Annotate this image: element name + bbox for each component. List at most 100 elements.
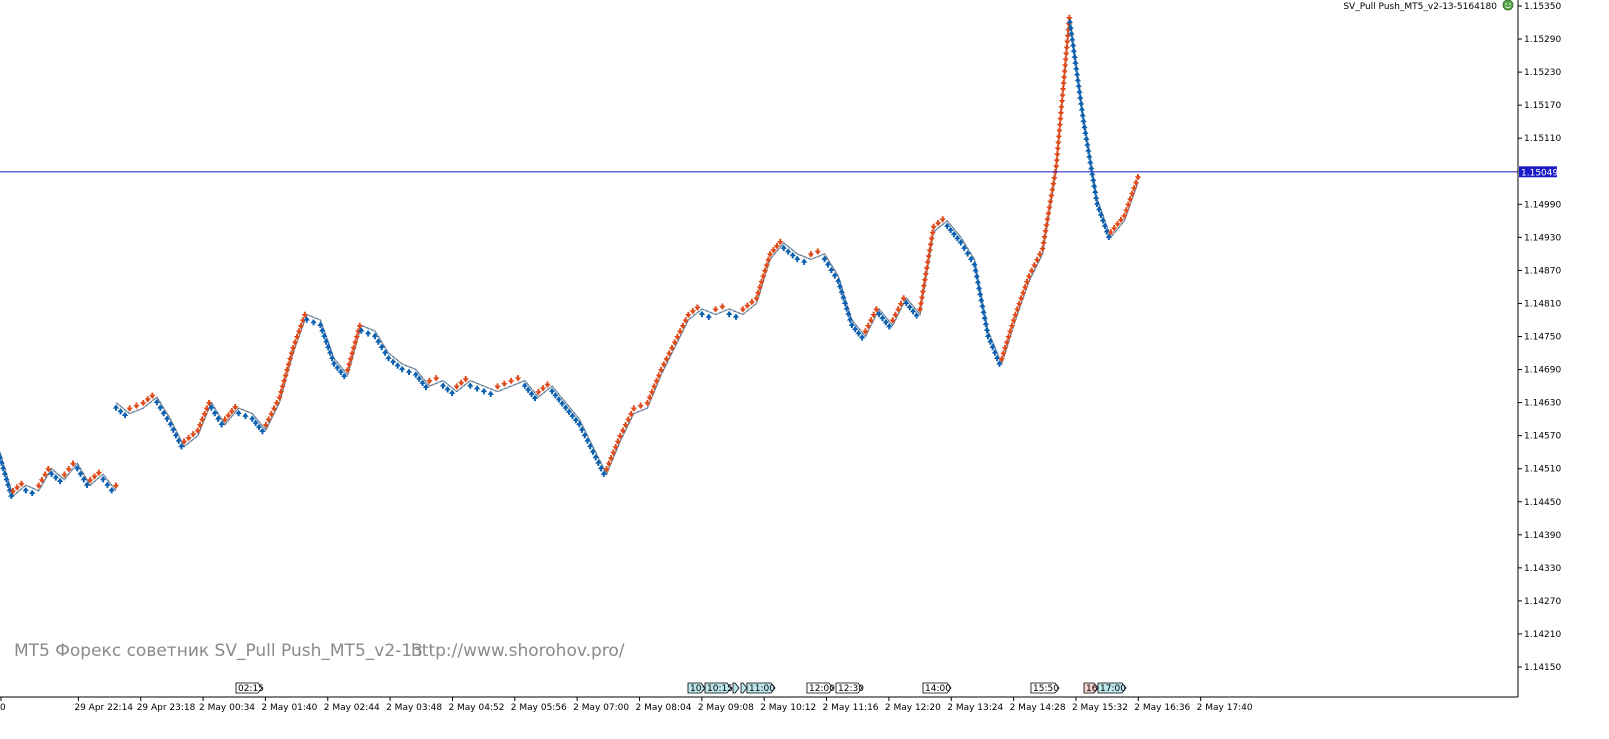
buy-arrow-icon <box>1082 129 1089 137</box>
sell-arrow-icon <box>927 241 934 248</box>
price-axis[interactable]: 1.15350 1.15290 1.15230 1.15170 1.15110 1.149… <box>1518 2 1561 673</box>
buy-arrow-icon <box>576 420 583 428</box>
time-tick-label: 29 Apr 22:14 <box>74 703 133 713</box>
buy-arrow-icon <box>913 312 920 319</box>
sell-arrow-icon <box>539 385 547 392</box>
sell-arrow-icon <box>758 278 765 286</box>
buy-arrow-icon <box>698 310 706 318</box>
sell-arrow-icon <box>535 388 542 396</box>
buy-arrow-icon <box>330 360 338 367</box>
sell-arrow-icon <box>283 366 291 374</box>
buy-arrow-icon <box>6 487 13 494</box>
buy-arrow-icon <box>321 332 328 340</box>
sell-arrow-icon <box>356 322 363 330</box>
trade-arrows <box>0 14 1142 499</box>
buy-arrow-icon <box>838 288 845 296</box>
buy-arrow-icon <box>1092 194 1100 202</box>
sell-arrow-icon <box>1053 157 1060 164</box>
buy-arrow-icon <box>104 481 111 488</box>
sell-arrow-icon <box>739 306 747 313</box>
sell-arrow-icon <box>807 251 815 258</box>
buy-arrow-icon <box>378 343 385 351</box>
sell-arrow-icon <box>1055 139 1062 146</box>
buy-arrow-icon <box>597 464 605 472</box>
sell-arrow-icon <box>1060 80 1067 87</box>
price-tick-label: 1.14390 <box>1524 531 1561 541</box>
sell-arrow-icon <box>199 416 206 423</box>
buy-arrow-icon <box>569 412 576 420</box>
sell-arrow-icon <box>760 273 767 280</box>
sell-arrow-icon <box>918 294 926 301</box>
svg-text:14:00: 14:00 <box>925 684 951 694</box>
sell-arrow-icon <box>299 317 307 324</box>
sell-arrow-icon <box>1039 245 1046 253</box>
buy-arrow-icon <box>848 321 856 329</box>
buy-arrow-icon <box>422 383 430 391</box>
buy-arrow-icon <box>48 470 55 477</box>
sell-arrow-icon <box>644 399 651 407</box>
sell-arrow-icon <box>1056 121 1064 128</box>
time-tick-label: 2 May 07:00 <box>573 703 629 713</box>
buy-arrow-icon <box>528 390 535 398</box>
time-tick-label: 29 Apr 23:18 <box>137 703 196 713</box>
buy-arrow-icon <box>1079 112 1086 119</box>
sell-arrow-icon <box>13 484 21 491</box>
sell-arrow-icon <box>1057 109 1065 117</box>
buy-arrow-icon <box>824 261 832 268</box>
buy-arrow-icon <box>785 248 792 255</box>
buy-arrow-icon <box>1069 42 1077 49</box>
sell-arrow-icon <box>928 235 935 242</box>
sell-arrow-icon <box>1000 350 1007 357</box>
session-marker <box>740 682 748 694</box>
sell-arrow-icon <box>668 344 676 352</box>
session-marker: 02:15 <box>235 682 264 694</box>
sell-arrow-icon <box>873 306 880 313</box>
sell-arrow-icon <box>1016 300 1023 308</box>
buy-arrow-icon <box>167 420 174 428</box>
buy-arrow-icon <box>1093 200 1101 207</box>
time-axis[interactable]: 0 29 Apr 22:14 29 Apr 23:18 2 May 00:34 2 Ma… <box>0 697 1253 713</box>
sell-arrow-icon <box>682 317 689 324</box>
sell-arrow-icon <box>862 328 869 335</box>
sell-arrow-icon <box>925 253 932 260</box>
sell-arrow-icon <box>194 427 201 434</box>
buy-arrow-icon <box>375 338 382 345</box>
buy-arrow-icon <box>112 404 120 411</box>
sell-arrow-icon <box>1043 222 1050 229</box>
sell-arrow-icon <box>232 404 239 411</box>
buy-arrow-icon <box>996 360 1003 367</box>
sell-arrow-icon <box>1065 20 1073 28</box>
buy-arrow-icon <box>972 267 979 274</box>
buy-arrow-icon <box>324 343 332 351</box>
expert-header[interactable]: SV_Pull Push_MT5_v2-13-5164180 <box>1343 0 1514 12</box>
buy-arrow-icon <box>1084 141 1091 148</box>
buy-arrow-icon <box>841 299 849 307</box>
sell-arrow-icon <box>1053 163 1060 170</box>
sell-arrow-icon <box>494 383 501 390</box>
buy-arrow-icon <box>242 412 249 420</box>
buy-arrow-icon <box>178 442 185 450</box>
buy-arrow-icon <box>971 261 978 268</box>
sell-arrow-icon <box>676 328 684 335</box>
sell-arrow-icon <box>1049 186 1056 194</box>
buy-arrow-icon <box>473 385 481 392</box>
buy-arrow-icon <box>828 266 835 274</box>
buy-arrow-icon <box>595 459 602 466</box>
buy-arrow-icon <box>74 464 81 472</box>
smiley-icon[interactable] <box>1502 0 1514 11</box>
sell-arrow-icon <box>501 380 508 388</box>
buy-arrow-icon <box>794 255 801 263</box>
sell-arrow-icon <box>646 394 653 401</box>
sell-arrow-icon <box>265 416 272 423</box>
price-tick-label: 1.14210 <box>1524 630 1561 640</box>
sell-arrow-icon <box>998 355 1005 363</box>
sell-arrow-icon <box>1040 239 1047 247</box>
sell-arrow-icon <box>754 289 762 297</box>
sell-arrow-icon <box>221 416 229 423</box>
buy-arrow-icon <box>879 314 886 322</box>
sell-arrow-icon <box>756 284 764 291</box>
buy-arrow-icon <box>99 476 107 483</box>
sell-arrow-icon <box>655 372 662 379</box>
